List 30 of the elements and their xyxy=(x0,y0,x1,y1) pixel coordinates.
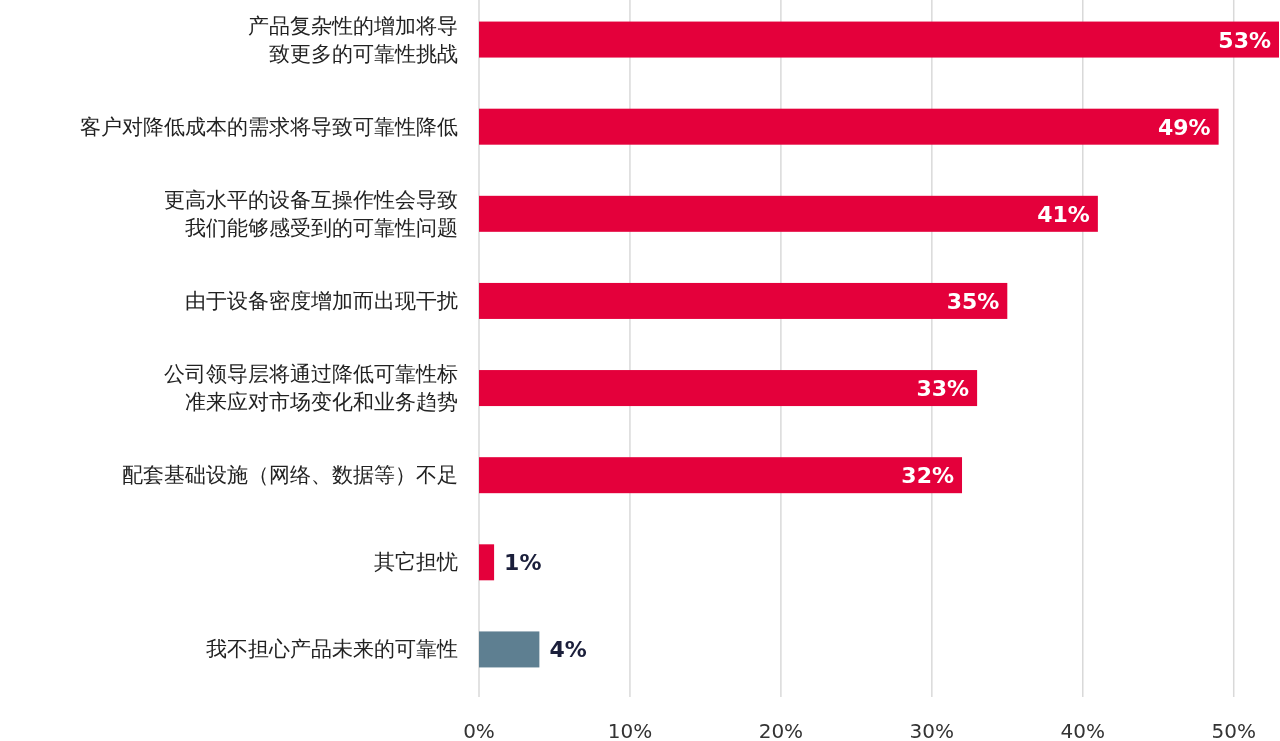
bar xyxy=(479,195,1098,232)
x-tick-label: 0% xyxy=(463,719,495,741)
bar xyxy=(479,631,540,668)
x-tick-label: 40% xyxy=(1060,719,1105,741)
bar xyxy=(479,21,1279,58)
x-tick-label: 30% xyxy=(909,719,955,741)
bar xyxy=(479,544,495,581)
data-label: 49% xyxy=(1157,114,1211,140)
x-tick-label: 50% xyxy=(1211,719,1256,741)
data-label: 4% xyxy=(549,637,587,663)
x-tick-label: 20% xyxy=(758,719,804,741)
data-label: 1% xyxy=(504,550,542,576)
y-tick-label: 其它担忧 xyxy=(374,550,458,575)
data-label: 32% xyxy=(901,463,955,489)
data-label: 33% xyxy=(916,376,970,402)
bar xyxy=(479,108,1219,145)
y-tick-label: 我不担心产品未来的可靠性 xyxy=(206,637,458,662)
y-tick-label: 更高水平的设备互操作性会导致我们能够感受到的可靠性问题 xyxy=(164,187,458,240)
data-label: 35% xyxy=(946,288,1000,314)
bar xyxy=(479,457,963,494)
y-tick-label: 产品复杂性的增加将导致更多的可靠性挑战 xyxy=(248,13,458,66)
data-label: 53% xyxy=(1218,27,1271,53)
y-tick-label: 由于设备密度增加而出现干扰 xyxy=(185,288,458,313)
data-label: 41% xyxy=(1037,201,1090,227)
y-tick-label: 配套基础设施（网络、数据等）不足 xyxy=(122,463,458,488)
bar xyxy=(479,282,1008,319)
x-tick-label: 10% xyxy=(607,719,653,741)
bar xyxy=(479,370,978,407)
y-tick-label: 公司领导层将通过降低可靠性标准来应对市场变化和业务趋势 xyxy=(164,362,458,415)
y-tick-label: 客户对降低成本的需求将导致可靠性降低 xyxy=(80,114,458,139)
